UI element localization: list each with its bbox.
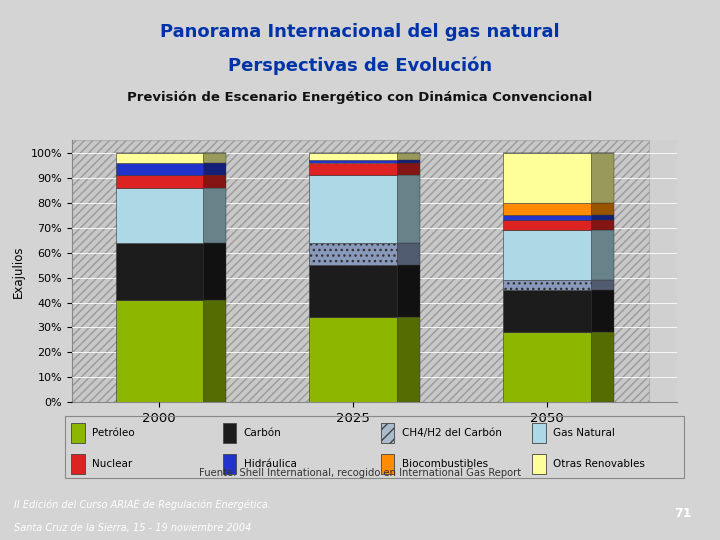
Text: Nuclear: Nuclear: [92, 459, 132, 469]
Text: Santa Cruz de la Sierra, 15 - 19 noviembre 2004: Santa Cruz de la Sierra, 15 - 19 noviemb…: [14, 523, 252, 533]
Y-axis label: Exajulios: Exajulios: [12, 245, 25, 298]
Polygon shape: [590, 280, 613, 290]
Text: Previsión de Escenario Energético con Dinámica Convencional: Previsión de Escenario Energético con Di…: [127, 91, 593, 104]
Bar: [310, 242, 397, 265]
FancyBboxPatch shape: [532, 454, 546, 474]
Polygon shape: [397, 160, 420, 163]
Text: 71: 71: [674, 507, 691, 520]
Bar: [116, 188, 203, 242]
Text: Panorama Internacional del gas natural: Panorama Internacional del gas natural: [160, 23, 560, 41]
Text: Gas Natural: Gas Natural: [554, 428, 615, 438]
FancyBboxPatch shape: [222, 423, 236, 443]
FancyBboxPatch shape: [532, 423, 546, 443]
Bar: [503, 290, 590, 333]
Polygon shape: [397, 176, 420, 242]
Bar: [310, 160, 397, 163]
Polygon shape: [590, 153, 613, 202]
Text: Fuente: Shell International, recogido en International Gas Report: Fuente: Shell International, recogido en…: [199, 468, 521, 478]
Polygon shape: [203, 153, 226, 163]
Bar: [503, 333, 590, 402]
Polygon shape: [397, 153, 420, 160]
Bar: [503, 280, 590, 290]
Bar: [503, 215, 590, 220]
Bar: [310, 318, 397, 402]
Polygon shape: [590, 202, 613, 215]
Text: CH4/H2 del Carbón: CH4/H2 del Carbón: [402, 428, 502, 438]
FancyBboxPatch shape: [381, 454, 395, 474]
Bar: [310, 153, 397, 160]
Bar: [503, 153, 590, 202]
Polygon shape: [397, 265, 420, 318]
Text: Biocombustibles: Biocombustibles: [402, 459, 487, 469]
Polygon shape: [203, 176, 226, 188]
Text: Petróleo: Petróleo: [92, 428, 135, 438]
FancyBboxPatch shape: [71, 454, 85, 474]
Text: Perspectivas de Evolución: Perspectivas de Evolución: [228, 56, 492, 75]
FancyBboxPatch shape: [71, 423, 85, 443]
Polygon shape: [590, 220, 613, 230]
Polygon shape: [203, 300, 226, 402]
Text: Otras Renovables: Otras Renovables: [554, 459, 645, 469]
Polygon shape: [590, 333, 613, 402]
Text: Hidráulica: Hidráulica: [244, 459, 297, 469]
Polygon shape: [590, 230, 613, 280]
Bar: [116, 300, 203, 402]
Bar: [310, 265, 397, 318]
Bar: [116, 163, 203, 176]
Bar: [116, 242, 203, 300]
Polygon shape: [397, 318, 420, 402]
Polygon shape: [590, 215, 613, 220]
Bar: [503, 220, 590, 230]
Polygon shape: [203, 163, 226, 176]
Bar: [116, 176, 203, 188]
Polygon shape: [397, 163, 420, 176]
Bar: [310, 163, 397, 176]
FancyBboxPatch shape: [381, 423, 395, 443]
Bar: [116, 153, 203, 163]
Polygon shape: [590, 290, 613, 333]
Polygon shape: [203, 188, 226, 242]
Bar: [310, 176, 397, 242]
Bar: [106, 402, 682, 410]
Polygon shape: [203, 242, 226, 300]
Bar: [503, 202, 590, 215]
Polygon shape: [397, 242, 420, 265]
FancyBboxPatch shape: [222, 454, 236, 474]
Bar: [503, 230, 590, 280]
Text: II Edición del Curso ARIAE de Regulación Energética.: II Edición del Curso ARIAE de Regulación…: [14, 500, 271, 510]
Text: Carbón: Carbón: [244, 428, 282, 438]
